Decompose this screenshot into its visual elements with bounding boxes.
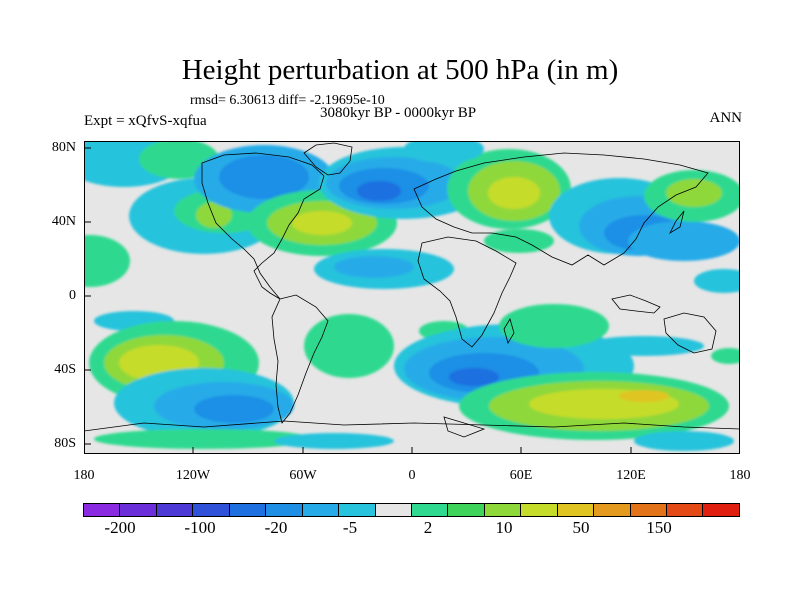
lon-label-180w: 180 [73, 468, 95, 483]
contour-fills [84, 141, 740, 451]
colorbar-label: 150 [646, 518, 672, 537]
colorbar-label: -5 [342, 518, 358, 537]
map-panel [84, 141, 740, 454]
season-label: ANN [709, 110, 743, 126]
colorbar-swatch-0 [83, 503, 121, 517]
colorbar-label: 2 [423, 518, 433, 537]
lon-label-120e: 120E [616, 468, 646, 483]
colorbar-swatch-10 [447, 503, 485, 517]
lat-label-80n: 80N [51, 140, 76, 155]
stats-label: rmsd= 6.30613 diff= -2.19695e-10 [190, 93, 385, 108]
plot-title: Height perturbation at 500 hPa (in m) [181, 54, 619, 86]
colorbar-swatch-17 [702, 503, 740, 517]
period-label: 3080kyr BP - 0000kyr BP [320, 105, 477, 121]
colorbar-swatch-7 [338, 503, 376, 517]
colorbar-swatch-12 [520, 503, 558, 517]
colorbar-swatch-16 [666, 503, 704, 517]
coastlines [84, 142, 740, 438]
lon-label-0: 0 [408, 468, 416, 483]
colorbar-swatch-1 [119, 503, 157, 517]
map-border [84, 141, 740, 454]
colorbar-label: -200 [104, 518, 136, 537]
colorbar-swatch-5 [265, 503, 303, 517]
lat-label-80s: 80S [54, 436, 76, 451]
colorbar-label: -100 [184, 518, 216, 537]
colorbar-label: 10 [495, 518, 513, 537]
colorbar [83, 503, 740, 517]
colorbar-swatch-15 [629, 503, 667, 517]
colorbar-swatch-14 [593, 503, 631, 517]
lon-label-120w: 120W [175, 468, 211, 483]
colorbar-label: 50 [572, 518, 590, 537]
lat-label-40s: 40S [54, 362, 76, 377]
colorbar-swatch-2 [155, 503, 194, 517]
experiment-label: Expt = xQfvS-xqfua [84, 113, 207, 129]
colorbar-swatch-6 [301, 503, 340, 517]
map-tick-marks [84, 147, 632, 454]
colorbar-swatch-9 [410, 503, 449, 517]
colorbar-swatch-11 [483, 503, 522, 517]
lon-label-180e: 180 [729, 468, 751, 483]
colorbar-swatch-8 [374, 503, 412, 517]
lat-label-40n: 40N [51, 214, 76, 229]
colorbar-swatch-4 [228, 503, 267, 517]
lon-label-60w: 60W [289, 468, 317, 483]
lat-label-eq: 0 [69, 288, 76, 303]
colorbar-swatch-13 [556, 503, 595, 517]
colorbar-swatch-3 [192, 503, 230, 517]
height-anomaly-map [84, 141, 740, 454]
colorbar-label: -20 [264, 518, 288, 537]
lon-label-60e: 60E [509, 468, 533, 483]
